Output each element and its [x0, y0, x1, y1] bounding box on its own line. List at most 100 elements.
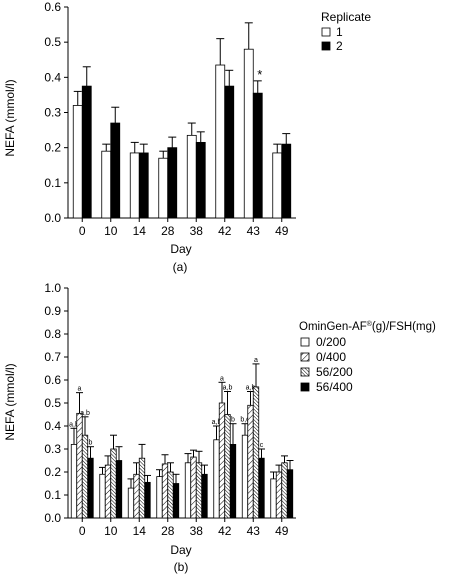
bar-b — [110, 448, 117, 519]
x-tick-label-a: 38 — [190, 224, 204, 238]
bar-a — [252, 92, 263, 219]
bar-a — [158, 157, 169, 219]
legend-title-b: OminGen-AF®(g)/FSH(mg) — [299, 320, 436, 333]
bar-b — [87, 457, 94, 519]
bar-annotation-b: a — [78, 386, 82, 393]
bar-b — [156, 476, 163, 519]
y-tick-label-b: 0.0 — [44, 511, 61, 525]
x-tick-label-a: 42 — [218, 224, 232, 238]
bar-annotation-b: b — [89, 440, 93, 447]
x-tick-label-b: 38 — [190, 524, 204, 538]
bar-b — [104, 464, 112, 519]
x-tick-label-b: 14 — [133, 524, 147, 538]
bar-annotation-b: a,b — [212, 419, 222, 426]
y-tick-label-b: 0.4 — [44, 419, 61, 433]
bar-b — [213, 439, 220, 519]
legend-label-b-4: 56/400 — [316, 380, 353, 394]
bar-a — [215, 64, 226, 219]
chart-panel-b: 0.0 0.1 0.2 0.3 0.4 0.5 0.6 0.7 0.8 0.9 1.0 0 a,b a a,… — [3, 281, 436, 574]
legend-label-a-2: 2 — [336, 39, 343, 53]
bar-a — [195, 141, 206, 219]
y-axis-label-b: NEFA (mmol/l) — [3, 363, 17, 440]
bar-annotation-b: b — [231, 417, 235, 424]
bar-a — [224, 85, 235, 219]
legend-label-b-2: 0/400 — [316, 350, 346, 364]
x-tick-label-a: 10 — [104, 224, 118, 238]
x-tick-label-a: 0 — [79, 224, 86, 238]
x-tick-label-a: 49 — [275, 224, 289, 238]
y-tick-label-b: 0.7 — [44, 350, 61, 364]
legend-b: OminGen-AF®(g)/FSH(mg) 0/200 0/400 56/20… — [299, 320, 436, 394]
bar-b — [190, 456, 197, 519]
legend-swatch-b-2 — [300, 352, 310, 362]
x-tick-label-b: 49 — [275, 524, 289, 538]
bar-b — [247, 404, 254, 519]
x-tick-label-b: 10 — [104, 524, 118, 538]
y-tick-label-b: 0.8 — [44, 327, 61, 341]
bar-b — [167, 471, 174, 519]
bar-annotation-a: * — [257, 67, 262, 82]
x-tick-label-a: 14 — [133, 224, 147, 238]
y-tick-label-b: 0.5 — [44, 396, 61, 410]
y-tick-label-a: 0.2 — [44, 141, 61, 155]
bar-a — [129, 152, 140, 219]
bar-b — [270, 478, 277, 519]
bar-b — [275, 471, 283, 519]
bar-a — [138, 152, 149, 219]
y-tick-label-b: 0.6 — [44, 373, 61, 387]
bar-b — [161, 463, 169, 519]
bar-a — [243, 48, 254, 219]
bar-a — [281, 143, 292, 219]
legend-a: Replicate 1 2 — [321, 10, 371, 53]
bar-a — [101, 150, 112, 219]
plot-area-b: 0.0 0.1 0.2 0.3 0.4 0.5 0.6 0.7 0.8 0.9 1.0 0 a,b a a,… — [44, 281, 296, 538]
legend-label-b-1: 0/200 — [316, 335, 346, 349]
bar-annotation-b: a,b — [223, 385, 233, 392]
legend-label-a-1: 1 — [336, 25, 343, 39]
bar-b — [81, 434, 89, 519]
legend-swatch-b-3 — [300, 367, 310, 377]
y-tick-label-b: 0.1 — [44, 488, 61, 502]
bar-annotation-b: a,b — [80, 410, 90, 417]
bar-a — [272, 152, 283, 219]
y-tick-label-a: 0.5 — [44, 35, 61, 49]
bar-b — [229, 443, 237, 519]
x-tick-label-b: 43 — [247, 524, 261, 538]
y-tick-label-b: 0.2 — [44, 465, 61, 479]
bar-b — [99, 473, 106, 519]
bar-a — [186, 134, 197, 219]
bar-annotation-b: a — [220, 375, 224, 382]
x-tick-label-b: 42 — [218, 524, 232, 538]
bar-b — [224, 414, 231, 519]
y-tick-label-b: 1.0 — [44, 281, 61, 295]
caption-b: (b) — [174, 560, 189, 574]
y-axis-label-a: NEFA (mmol/l) — [3, 79, 17, 156]
y-tick-label-a: 0.1 — [44, 176, 61, 190]
bar-b — [281, 462, 288, 519]
bar-b — [133, 473, 140, 519]
x-tick-label-a: 28 — [161, 224, 175, 238]
bar-b — [195, 462, 203, 519]
bar-b — [241, 434, 249, 519]
bar-b — [144, 481, 151, 519]
bar-annotation-b: c — [260, 442, 264, 449]
y-tick-label-b: 0.9 — [44, 304, 61, 318]
bar-b — [184, 462, 192, 519]
chart-panel-a: 0.0 0.1 0.2 0.3 0.4 0.5 0.6 0 10 14 28 38 42 43 * 49 NE… — [3, 0, 371, 274]
bar-b — [76, 412, 83, 519]
y-tick-label-a: 0.6 — [44, 0, 61, 14]
bar-b — [115, 460, 123, 519]
x-axis-label-a: Day — [170, 242, 191, 256]
x-tick-label-b: 0 — [79, 524, 86, 538]
bar-b — [286, 469, 294, 519]
caption-a: (a) — [173, 260, 188, 274]
bar-b — [252, 386, 260, 519]
bar-a — [72, 105, 83, 219]
y-tick-label-b: 0.3 — [44, 442, 61, 456]
legend-swatch-b-4 — [300, 382, 310, 392]
y-tick-label-a: 0.0 — [44, 211, 61, 225]
bar-a — [81, 85, 92, 219]
y-tick-label-a: 0.4 — [44, 70, 61, 84]
legend-label-b-3: 56/200 — [316, 365, 353, 379]
